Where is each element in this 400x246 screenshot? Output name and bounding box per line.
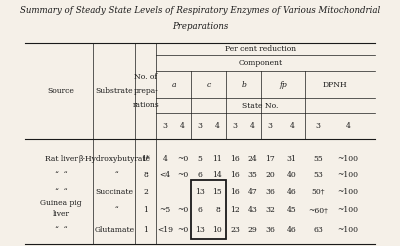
Text: 8: 8 bbox=[143, 171, 148, 179]
Text: 45: 45 bbox=[287, 206, 297, 214]
Text: Preparations: Preparations bbox=[172, 22, 228, 31]
Text: Succinate: Succinate bbox=[95, 188, 133, 196]
Text: 31: 31 bbox=[287, 155, 297, 163]
Text: 2: 2 bbox=[143, 188, 148, 196]
Text: State No.: State No. bbox=[242, 102, 278, 110]
Text: 3: 3 bbox=[268, 122, 272, 130]
Text: “  “: “ “ bbox=[55, 171, 67, 179]
Text: 36: 36 bbox=[265, 226, 275, 234]
Text: Rat liver: Rat liver bbox=[44, 155, 78, 163]
Text: <19: <19 bbox=[157, 226, 173, 234]
Text: 13: 13 bbox=[195, 226, 205, 234]
Text: 55: 55 bbox=[313, 155, 323, 163]
Text: 11: 11 bbox=[213, 155, 222, 163]
Text: “: “ bbox=[110, 206, 119, 214]
Text: ~0: ~0 bbox=[177, 226, 188, 234]
Text: ~100: ~100 bbox=[337, 188, 358, 196]
Text: 3: 3 bbox=[198, 122, 202, 130]
Text: 12: 12 bbox=[230, 206, 240, 214]
Text: 20: 20 bbox=[265, 171, 275, 179]
Text: 3: 3 bbox=[162, 122, 168, 130]
Text: 3: 3 bbox=[232, 122, 238, 130]
Text: 4: 4 bbox=[289, 122, 294, 130]
Text: 50†: 50† bbox=[311, 188, 325, 196]
Text: 16: 16 bbox=[230, 155, 240, 163]
Text: Substrate: Substrate bbox=[96, 87, 133, 95]
Text: “: “ bbox=[110, 171, 119, 179]
Text: 8: 8 bbox=[215, 206, 220, 214]
Text: 29: 29 bbox=[248, 226, 257, 234]
Text: ~100: ~100 bbox=[337, 171, 358, 179]
Text: DPNH: DPNH bbox=[322, 81, 347, 89]
Text: Glutamate: Glutamate bbox=[94, 226, 134, 234]
Text: 3: 3 bbox=[316, 122, 320, 130]
Text: 47: 47 bbox=[248, 188, 257, 196]
Text: 13: 13 bbox=[195, 188, 205, 196]
Text: Guinea pig: Guinea pig bbox=[40, 199, 82, 207]
Text: ~100: ~100 bbox=[337, 155, 358, 163]
Text: 4: 4 bbox=[180, 122, 185, 130]
Text: 46: 46 bbox=[287, 226, 297, 234]
Text: 53: 53 bbox=[313, 171, 323, 179]
Text: b: b bbox=[241, 81, 246, 89]
Text: liver: liver bbox=[52, 210, 70, 218]
Text: 15: 15 bbox=[213, 188, 222, 196]
Text: prepa-: prepa- bbox=[133, 87, 158, 95]
Text: β-Hydroxybutyrate: β-Hydroxybutyrate bbox=[78, 155, 150, 163]
Text: 14: 14 bbox=[213, 171, 222, 179]
Text: 23: 23 bbox=[230, 226, 240, 234]
Text: 4: 4 bbox=[250, 122, 255, 130]
Text: 1: 1 bbox=[143, 226, 148, 234]
Text: ~5: ~5 bbox=[159, 206, 171, 214]
Text: ~0: ~0 bbox=[177, 206, 188, 214]
Text: Per cent reduction: Per cent reduction bbox=[225, 45, 296, 53]
Text: 4: 4 bbox=[162, 155, 168, 163]
Text: ~0: ~0 bbox=[177, 171, 188, 179]
Text: fp: fp bbox=[279, 81, 287, 89]
Text: a: a bbox=[172, 81, 176, 89]
Text: 17: 17 bbox=[265, 155, 275, 163]
Text: No. of: No. of bbox=[134, 74, 157, 81]
Text: Source: Source bbox=[48, 87, 74, 95]
Text: 40: 40 bbox=[287, 171, 297, 179]
Text: 43: 43 bbox=[248, 206, 258, 214]
Text: 36: 36 bbox=[265, 188, 275, 196]
Text: 46: 46 bbox=[287, 188, 297, 196]
Text: 6: 6 bbox=[198, 206, 202, 214]
Text: “  “: “ “ bbox=[55, 188, 67, 196]
Text: 4: 4 bbox=[345, 122, 350, 130]
Text: 5: 5 bbox=[198, 155, 202, 163]
Text: 4: 4 bbox=[215, 122, 220, 130]
Text: ~0: ~0 bbox=[177, 155, 188, 163]
Text: Component: Component bbox=[238, 59, 282, 67]
Text: 16: 16 bbox=[230, 188, 240, 196]
Text: 6: 6 bbox=[198, 171, 202, 179]
Text: 24: 24 bbox=[248, 155, 257, 163]
Text: rations: rations bbox=[132, 101, 159, 108]
Text: 1*: 1* bbox=[142, 155, 150, 163]
Text: <4: <4 bbox=[160, 171, 170, 179]
Text: 63: 63 bbox=[313, 226, 323, 234]
Text: ~100: ~100 bbox=[337, 226, 358, 234]
Text: 1: 1 bbox=[143, 206, 148, 214]
Text: 32: 32 bbox=[265, 206, 275, 214]
Text: ~100: ~100 bbox=[337, 206, 358, 214]
Text: 16: 16 bbox=[230, 171, 240, 179]
Text: 10: 10 bbox=[213, 226, 222, 234]
Text: c: c bbox=[207, 81, 211, 89]
Text: “  “: “ “ bbox=[55, 226, 67, 234]
Text: 35: 35 bbox=[248, 171, 258, 179]
Text: Summary of Steady State Levels of Respiratory Enzymes of Various Mitochondrial: Summary of Steady State Levels of Respir… bbox=[20, 6, 380, 15]
Text: ~60†: ~60† bbox=[308, 206, 328, 214]
